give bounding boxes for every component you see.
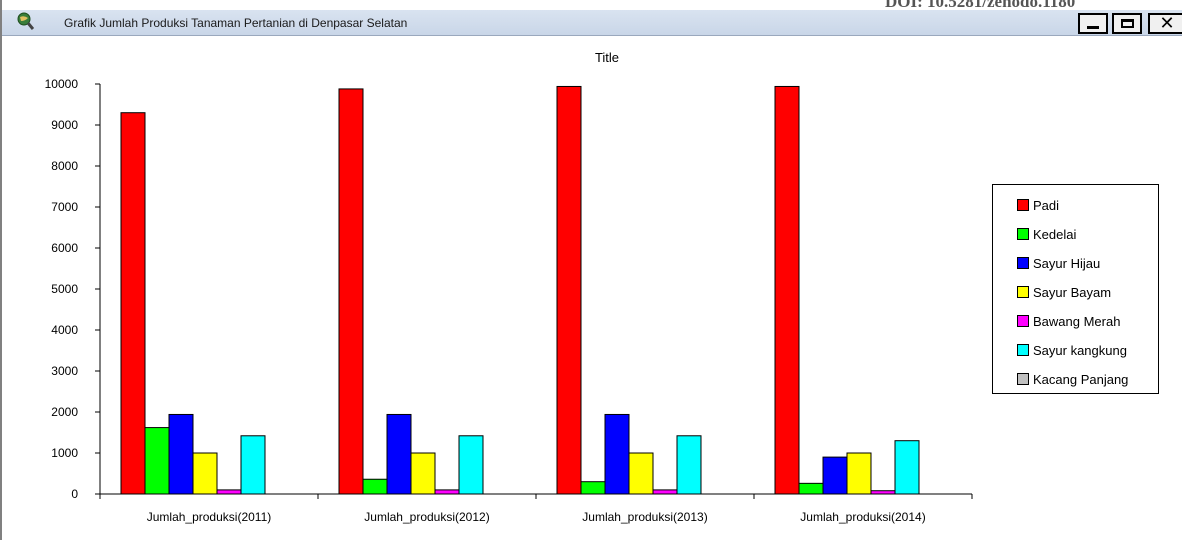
bar xyxy=(556,85,582,495)
y-tick-label: 0 xyxy=(71,487,78,501)
window-titlebar[interactable]: Grafik Jumlah Produksi Tanaman Pertanian… xyxy=(2,10,1182,36)
y-tick-label: 5000 xyxy=(51,282,78,296)
legend-item: Sayur Hijau xyxy=(1017,253,1100,273)
minimize-button[interactable] xyxy=(1078,13,1108,34)
legend-label: Padi xyxy=(1033,197,1060,213)
bar xyxy=(168,413,194,495)
legend-label: Sayur kangkung xyxy=(1033,342,1127,358)
bar xyxy=(120,112,146,495)
close-icon: ✕ xyxy=(1159,12,1175,34)
bar xyxy=(386,413,412,495)
window-title: Grafik Jumlah Produksi Tanaman Pertanian… xyxy=(64,16,408,30)
bar xyxy=(410,452,436,495)
bar xyxy=(216,489,242,495)
bar xyxy=(192,452,218,495)
legend-label: Kedelai xyxy=(1033,226,1077,242)
legend-swatch xyxy=(1017,257,1029,269)
maximize-icon xyxy=(1120,19,1134,28)
bar xyxy=(798,482,824,495)
y-tick-label: 2000 xyxy=(51,405,78,419)
y-tick-label: 10000 xyxy=(45,77,79,91)
x-tick-label: Jumlah_produksi(2013) xyxy=(582,510,707,524)
bar xyxy=(604,413,630,495)
legend-swatch xyxy=(1017,373,1029,385)
chart-title: Title xyxy=(594,50,620,65)
bar xyxy=(338,88,364,495)
legend-label: Sayur Hijau xyxy=(1033,255,1101,271)
bar xyxy=(362,478,388,495)
y-tick-label: 8000 xyxy=(51,159,78,173)
bar xyxy=(240,435,266,495)
bar xyxy=(652,489,678,495)
bar xyxy=(628,452,654,495)
chart-legend: Padi Kedelai Sayur Hijau Sayur Bayam Bawang … xyxy=(992,184,1159,394)
x-tick-label: Jumlah_produksi(2012) xyxy=(364,510,489,524)
doi-overlay-text: DOI: 10.5281/zenodo.1180 xyxy=(885,0,1076,11)
bar xyxy=(870,490,896,495)
legend-label: Sayur Bayam xyxy=(1033,284,1112,300)
y-tick-label: 6000 xyxy=(51,241,78,255)
y-tick-label: 4000 xyxy=(51,323,78,337)
legend-item: Sayur kangkung xyxy=(1017,340,1127,360)
x-tick-label: Jumlah_produksi(2014) xyxy=(800,510,925,524)
y-tick-label: 9000 xyxy=(51,118,78,132)
legend-item: Sayur Bayam xyxy=(1017,282,1111,302)
legend-item: Bawang Merah xyxy=(1017,311,1120,331)
legend-item: Kacang Panjang xyxy=(1017,369,1128,389)
legend-item: Kedelai xyxy=(1017,224,1076,244)
x-tick-label: Jumlah_produksi(2011) xyxy=(147,510,272,524)
bar xyxy=(434,489,460,495)
legend-label: Bawang Merah xyxy=(1033,313,1121,329)
y-tick-label: 1000 xyxy=(51,446,78,460)
legend-swatch xyxy=(1017,228,1029,240)
bar xyxy=(822,456,848,495)
legend-swatch xyxy=(1017,315,1029,327)
bar xyxy=(676,435,702,495)
bar xyxy=(774,85,800,495)
close-button[interactable]: ✕ xyxy=(1148,13,1182,34)
legend-item: Padi xyxy=(1017,195,1059,215)
y-tick-label: 3000 xyxy=(51,364,78,378)
legend-label: Kacang Panjang xyxy=(1033,371,1129,387)
minimize-icon xyxy=(1087,26,1099,29)
bar xyxy=(846,452,872,495)
bar xyxy=(458,435,484,495)
legend-swatch xyxy=(1017,199,1029,211)
bar xyxy=(580,481,606,495)
legend-swatch xyxy=(1017,286,1029,298)
legend-swatch xyxy=(1017,344,1029,356)
bar xyxy=(894,440,920,495)
bar xyxy=(144,427,170,495)
maximize-button[interactable] xyxy=(1112,13,1142,34)
y-tick-label: 7000 xyxy=(51,200,78,214)
magnifier-globe-icon xyxy=(17,12,34,30)
